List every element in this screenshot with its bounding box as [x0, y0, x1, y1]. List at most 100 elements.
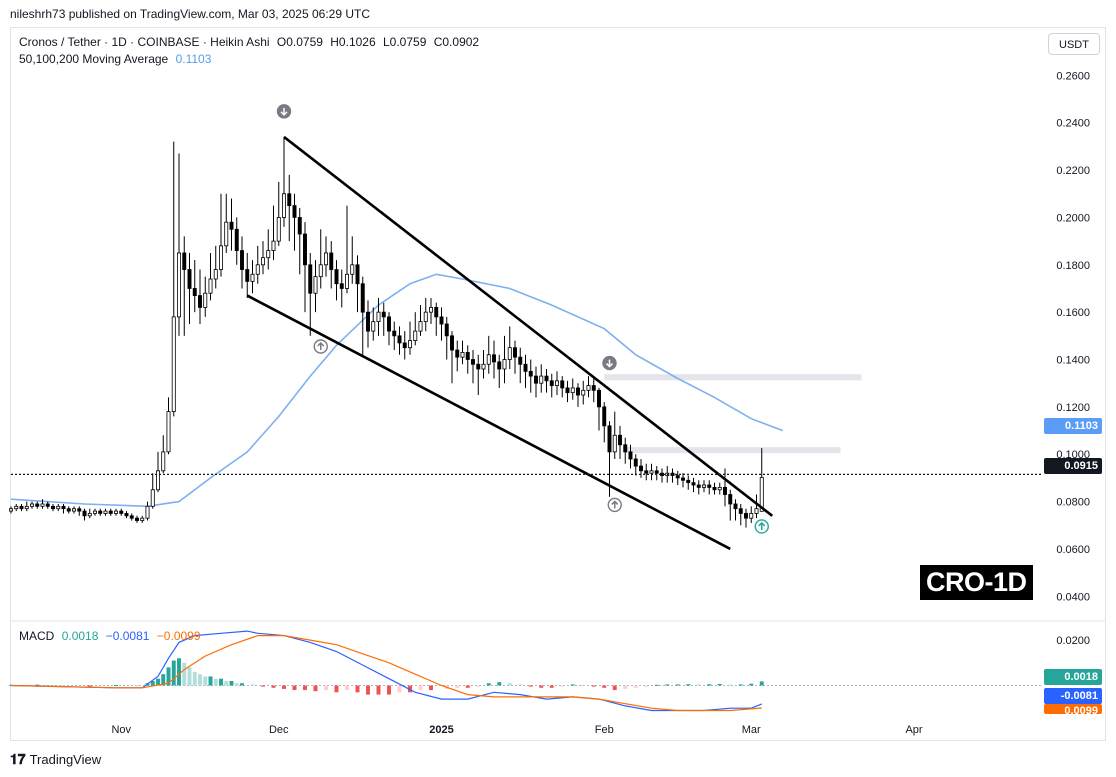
candle-body [350, 264, 355, 275]
candle-body [460, 352, 465, 358]
candle [471, 350, 475, 384]
candle-body [586, 385, 591, 391]
candle-body [628, 451, 633, 460]
candle [660, 468, 664, 483]
arrow-up-icon [317, 341, 325, 350]
candle-body [234, 228, 239, 251]
legend-macd-hist: 0.0018 [61, 629, 99, 643]
candle [119, 508, 124, 516]
candle [670, 468, 675, 483]
candle-body [570, 387, 575, 394]
candle-body [366, 311, 370, 332]
candle-body [749, 513, 754, 519]
ma-price-badge: 0.1103 [1044, 418, 1102, 434]
candle [177, 153, 181, 336]
moving-average-line [10, 273, 784, 508]
candle [371, 307, 376, 341]
candle-body [518, 356, 523, 365]
tradingview-logo-icon: 𝟏𝟕 [10, 751, 26, 767]
candle-body [187, 269, 192, 289]
candle-body [450, 335, 454, 351]
candle-body [744, 513, 748, 519]
macd-histogram-bar [192, 671, 197, 686]
macd-histogram-bar [759, 681, 764, 686]
candle [639, 458, 643, 478]
candle [738, 503, 743, 526]
candle [759, 448, 764, 512]
candle-body [423, 311, 428, 323]
candle [208, 252, 213, 301]
legend-macd[interactable]: MACD 0.0018 −0.0081 −0.0099 [19, 629, 201, 643]
candle [140, 515, 145, 523]
candle-body [528, 370, 533, 377]
candle [203, 276, 208, 317]
candle-body [66, 508, 71, 512]
macd-histogram-bar [187, 667, 192, 686]
candle [402, 331, 407, 360]
macd-line [10, 630, 763, 712]
candle [30, 501, 34, 509]
candle [266, 229, 271, 270]
legend-symbol-text: Cronos / Tether · 1D · COINBASE · Heikin… [19, 35, 270, 49]
x-tick-label: Mar [742, 724, 761, 736]
legend-ma[interactable]: 50,100,200 Moving Average 0.1103 [19, 52, 211, 66]
candle-body [633, 458, 638, 467]
macd-histogram-bar [161, 674, 166, 686]
candle [114, 508, 118, 516]
macd-histogram-bar [234, 683, 239, 686]
candle-body [371, 321, 376, 332]
legend-low: L0.0759 [382, 35, 427, 49]
macd-histogram-bar [366, 685, 370, 695]
candle [439, 307, 444, 341]
macd-histogram-bar [171, 660, 176, 686]
macd-histogram-bar [644, 685, 649, 687]
candle [145, 501, 150, 521]
candle-body [549, 380, 554, 386]
legend-symbol[interactable]: Cronos / Tether · 1D · COINBASE · Heikin… [19, 35, 479, 49]
macd-signal-badge: 0.0099 [1044, 704, 1102, 714]
candle-body [402, 342, 407, 349]
currency-unit-button[interactable]: USDT [1048, 33, 1100, 55]
macd-histogram-bar [507, 683, 512, 686]
candle-body [24, 505, 29, 510]
candle-body [40, 503, 45, 507]
candle-body [644, 470, 649, 474]
candle-body [345, 273, 349, 289]
candle [423, 297, 428, 332]
arrow-down-marker-feb [602, 355, 617, 371]
arrow-down-marker-dec [276, 104, 292, 119]
candle-body [98, 510, 103, 514]
candle [523, 354, 528, 388]
candle-body [35, 503, 40, 507]
candle-body [224, 221, 229, 247]
candle-body [486, 354, 491, 365]
macd-histogram-bar [9, 684, 13, 686]
y-tick-label: 0.1200 [1056, 402, 1090, 414]
candle-body [696, 484, 701, 488]
candle-body [560, 380, 565, 389]
candle-body [413, 330, 418, 341]
candle [213, 245, 218, 289]
candle-body [376, 311, 381, 323]
candle-body [429, 307, 433, 313]
legend-close: C0.0902 [433, 35, 480, 49]
macd-histogram-bar [224, 680, 229, 686]
candle [481, 350, 486, 379]
macd-histogram-bar [198, 674, 202, 686]
candle [513, 340, 517, 374]
candle [744, 508, 748, 528]
y-tick-label: 0.1400 [1056, 355, 1090, 367]
macd-histogram-bar [429, 685, 433, 691]
candle [460, 340, 465, 365]
candle-body [728, 494, 733, 505]
candle-body [712, 486, 717, 491]
macd-histogram-bar [528, 685, 533, 687]
candle [654, 466, 659, 481]
candle [339, 269, 344, 308]
candle [565, 380, 570, 403]
candle-body [124, 513, 129, 517]
arrow-up-marker-dec [313, 339, 328, 354]
macd-histogram-bar [665, 684, 670, 686]
macd-histogram-bar [177, 658, 181, 686]
